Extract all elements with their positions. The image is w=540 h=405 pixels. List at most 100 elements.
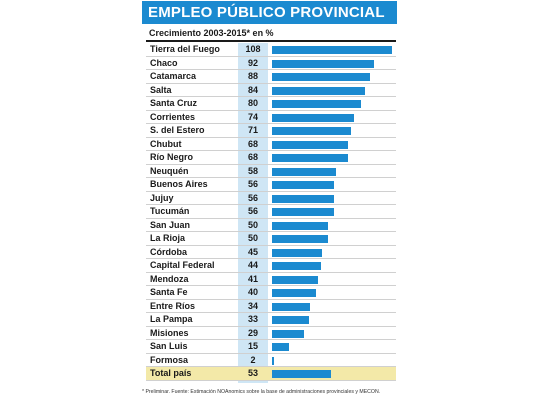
category-label: La Rioja: [150, 233, 186, 243]
row-divider: [146, 163, 396, 165]
bar: [272, 127, 351, 135]
source-footnote: * Preliminar. Fuente: Estimación NOAnomi…: [142, 389, 381, 395]
table-row: Entre Ríos 34: [146, 300, 396, 313]
category-label: Misiones: [150, 327, 189, 338]
bar: [272, 329, 305, 338]
bar: [272, 262, 321, 270]
category-label: Entre Ríos: [150, 300, 196, 311]
table-row: San Luis 15: [146, 340, 396, 354]
bar: [272, 113, 355, 122]
row-divider: [146, 136, 396, 138]
value-label: 41: [247, 273, 258, 284]
bar: [272, 194, 335, 203]
bar: [272, 343, 289, 351]
value-label: 50: [247, 233, 258, 243]
category-label: Córdoba: [150, 246, 187, 257]
row-divider: [146, 109, 396, 111]
bar: [272, 235, 328, 243]
value-label: 56: [247, 179, 258, 189]
row-divider: [146, 231, 396, 232]
bar: [272, 208, 335, 216]
table-row: Misiones 29: [146, 327, 396, 340]
row-divider: [146, 190, 396, 192]
table-row: Mendoza 41: [146, 273, 396, 286]
table-row: Chaco 92: [146, 57, 396, 70]
row-divider: [146, 285, 396, 286]
value-label: 44: [247, 260, 258, 270]
value-label: 74: [247, 111, 258, 122]
category-label: San Luis: [150, 341, 188, 351]
table-row: Salta 84: [146, 84, 396, 97]
bar: [272, 59, 375, 68]
bar: [272, 289, 317, 297]
row-divider: [146, 379, 396, 381]
row-divider: [146, 69, 396, 70]
category-label: San Juan: [150, 219, 191, 230]
bar: [272, 154, 348, 162]
table-row: Tucumán 56: [146, 205, 396, 219]
row-divider: [146, 150, 396, 151]
table-row: Jujuy 56: [146, 192, 396, 205]
table-row: Santa Fe 40: [146, 286, 396, 300]
bar: [272, 100, 361, 108]
value-label: 15: [247, 341, 258, 351]
row-divider: [146, 177, 396, 178]
total-row: Total país 53: [146, 367, 396, 381]
bar: [272, 302, 310, 311]
category-label: Santa Fe: [150, 287, 188, 297]
chart-subtitle: Crecimiento 2003-2015* en %: [149, 28, 274, 38]
category-label: Catamarca: [150, 71, 197, 81]
bar-chart-rows: Tierra del Fuego 108 Chaco 92 Catamarca 88 Sal…: [146, 43, 396, 381]
category-label: Mendoza: [150, 273, 189, 284]
table-row: La Pampa 33: [146, 313, 396, 327]
table-row: Río Negro 68: [146, 151, 396, 165]
bar: [272, 73, 370, 81]
row-divider: [146, 271, 396, 273]
bar: [272, 370, 331, 378]
table-row: Catamarca 88: [146, 70, 396, 84]
value-label: 88: [247, 71, 258, 81]
row-divider: [146, 217, 396, 219]
value-label: 53: [247, 368, 258, 378]
value-label: 58: [247, 165, 258, 176]
value-label: 45: [247, 246, 258, 257]
row-divider: [146, 325, 396, 327]
value-label: 56: [247, 192, 258, 203]
row-divider: [146, 244, 396, 246]
table-row: Neuquén 58: [146, 165, 396, 178]
table-row: Capital Federal 44: [146, 259, 396, 273]
table-row: La Rioja 50: [146, 232, 396, 246]
value-label: 68: [247, 152, 258, 162]
value-label: 68: [247, 138, 258, 149]
value-label: 80: [247, 98, 258, 108]
row-divider: [146, 298, 396, 300]
category-label: Buenos Aires: [150, 179, 208, 189]
table-row: Santa Cruz 80: [146, 97, 396, 111]
category-label: Santa Cruz: [150, 98, 198, 108]
value-label: 34: [247, 300, 258, 311]
category-label: S. del Estero: [150, 125, 205, 135]
chart-title: EMPLEO PÚBLICO PROVINCIAL: [148, 4, 385, 21]
category-label: Río Negro: [150, 152, 194, 162]
table-row: S. del Estero 71: [146, 124, 396, 138]
row-divider: [146, 366, 396, 367]
value-label: 50: [247, 219, 258, 230]
row-divider: [146, 258, 396, 259]
value-label: 56: [247, 206, 258, 216]
table-row: Chubut 68: [146, 138, 396, 151]
category-label: Corrientes: [150, 111, 196, 122]
bar: [272, 275, 318, 284]
bar: [272, 221, 328, 230]
subtitle-divider: [146, 40, 396, 42]
category-label: Tierra del Fuego: [150, 44, 220, 54]
category-label: Chaco: [150, 57, 178, 68]
bar: [272, 167, 337, 176]
value-label: 29: [247, 327, 258, 338]
value-label: 33: [247, 314, 258, 324]
row-divider: [146, 55, 396, 57]
table-row: Buenos Aires 56: [146, 178, 396, 192]
row-divider: [146, 339, 396, 340]
row-divider: [146, 123, 396, 124]
value-label: 108: [245, 44, 261, 54]
value-label: 71: [247, 125, 258, 135]
